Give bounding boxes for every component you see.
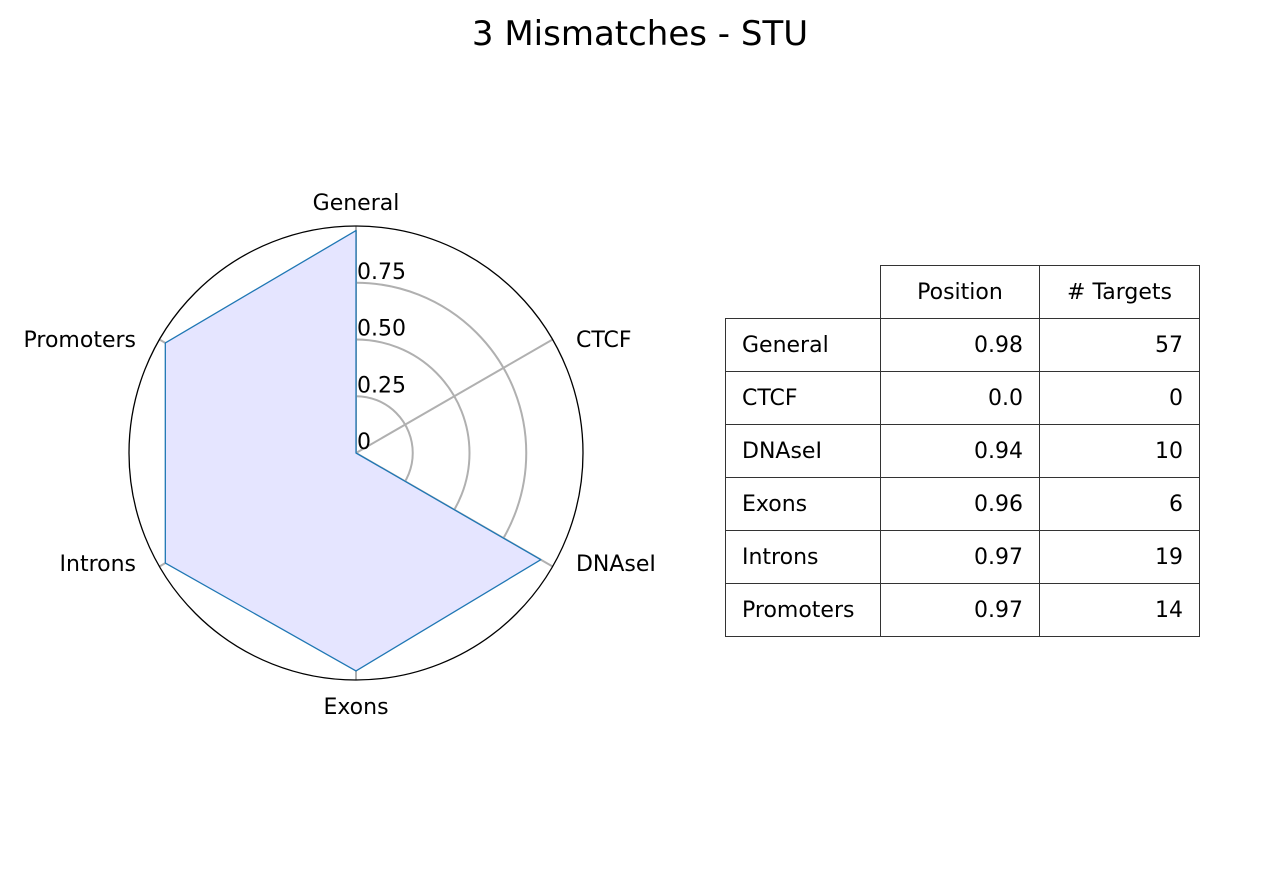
radar-series xyxy=(164,229,542,672)
table-row: General 0.98 57 xyxy=(725,318,1200,372)
radar-category-label-introns: Introns xyxy=(60,552,136,577)
table-header-position: Position xyxy=(880,265,1040,319)
results-table: Position # Targets General 0.98 57 CTCF … xyxy=(725,265,1200,637)
radar-frame xyxy=(128,225,584,681)
table-row: Promoters 0.97 14 xyxy=(725,583,1200,637)
radar-tick-label: 0.50 xyxy=(357,317,406,342)
table-row-label: Promoters xyxy=(725,583,881,637)
table-cell-position: 0.97 xyxy=(880,530,1040,584)
table-cell-targets: 19 xyxy=(1039,530,1200,584)
table-header-targets: # Targets xyxy=(1039,265,1200,319)
table-row-label: Exons xyxy=(725,477,881,531)
radar-series-area xyxy=(164,229,542,672)
table-corner-cell xyxy=(725,265,881,319)
table-cell-targets: 0 xyxy=(1039,371,1200,425)
radar-chart: 0 0.25 0.50 0.75 General CTCF DNAseI Exons Intro… xyxy=(24,191,656,720)
radar-category-label-promoters: Promoters xyxy=(24,328,136,353)
table-row: Exons 0.96 6 xyxy=(725,477,1200,531)
radar-category-label-general: General xyxy=(313,191,400,216)
chart-title: 3 Mismatches - STU xyxy=(471,14,809,54)
radar-category-label-ctcf: CTCF xyxy=(576,328,632,353)
radar-category-label-exons: Exons xyxy=(323,695,388,720)
table-row: DNAseI 0.94 10 xyxy=(725,424,1200,478)
table-cell-position: 0.0 xyxy=(880,371,1040,425)
table-cell-position: 0.96 xyxy=(880,477,1040,531)
radar-tick-label: 0 xyxy=(357,430,371,455)
radar-labels: 0 0.25 0.50 0.75 General CTCF DNAseI Exons Intro… xyxy=(24,191,656,720)
table-row: CTCF 0.0 0 xyxy=(725,371,1200,425)
table-row-label: General xyxy=(725,318,881,372)
table-cell-targets: 14 xyxy=(1039,583,1200,637)
table-cell-position: 0.94 xyxy=(880,424,1040,478)
table-row: Introns 0.97 19 xyxy=(725,530,1200,584)
table-cell-targets: 57 xyxy=(1039,318,1200,372)
radar-tick-label: 0.75 xyxy=(357,260,406,285)
table-cell-targets: 6 xyxy=(1039,477,1200,531)
radar-category-label-dnasei: DNAseI xyxy=(576,552,656,577)
table-cell-position: 0.98 xyxy=(880,318,1040,372)
table-row-label: DNAseI xyxy=(725,424,881,478)
table-cell-targets: 10 xyxy=(1039,424,1200,478)
table-header-row: Position # Targets xyxy=(725,265,1200,319)
table-row-label: Introns xyxy=(725,530,881,584)
table-row-label: CTCF xyxy=(725,371,881,425)
radar-tick-label: 0.25 xyxy=(357,373,406,398)
table-cell-position: 0.97 xyxy=(880,583,1040,637)
